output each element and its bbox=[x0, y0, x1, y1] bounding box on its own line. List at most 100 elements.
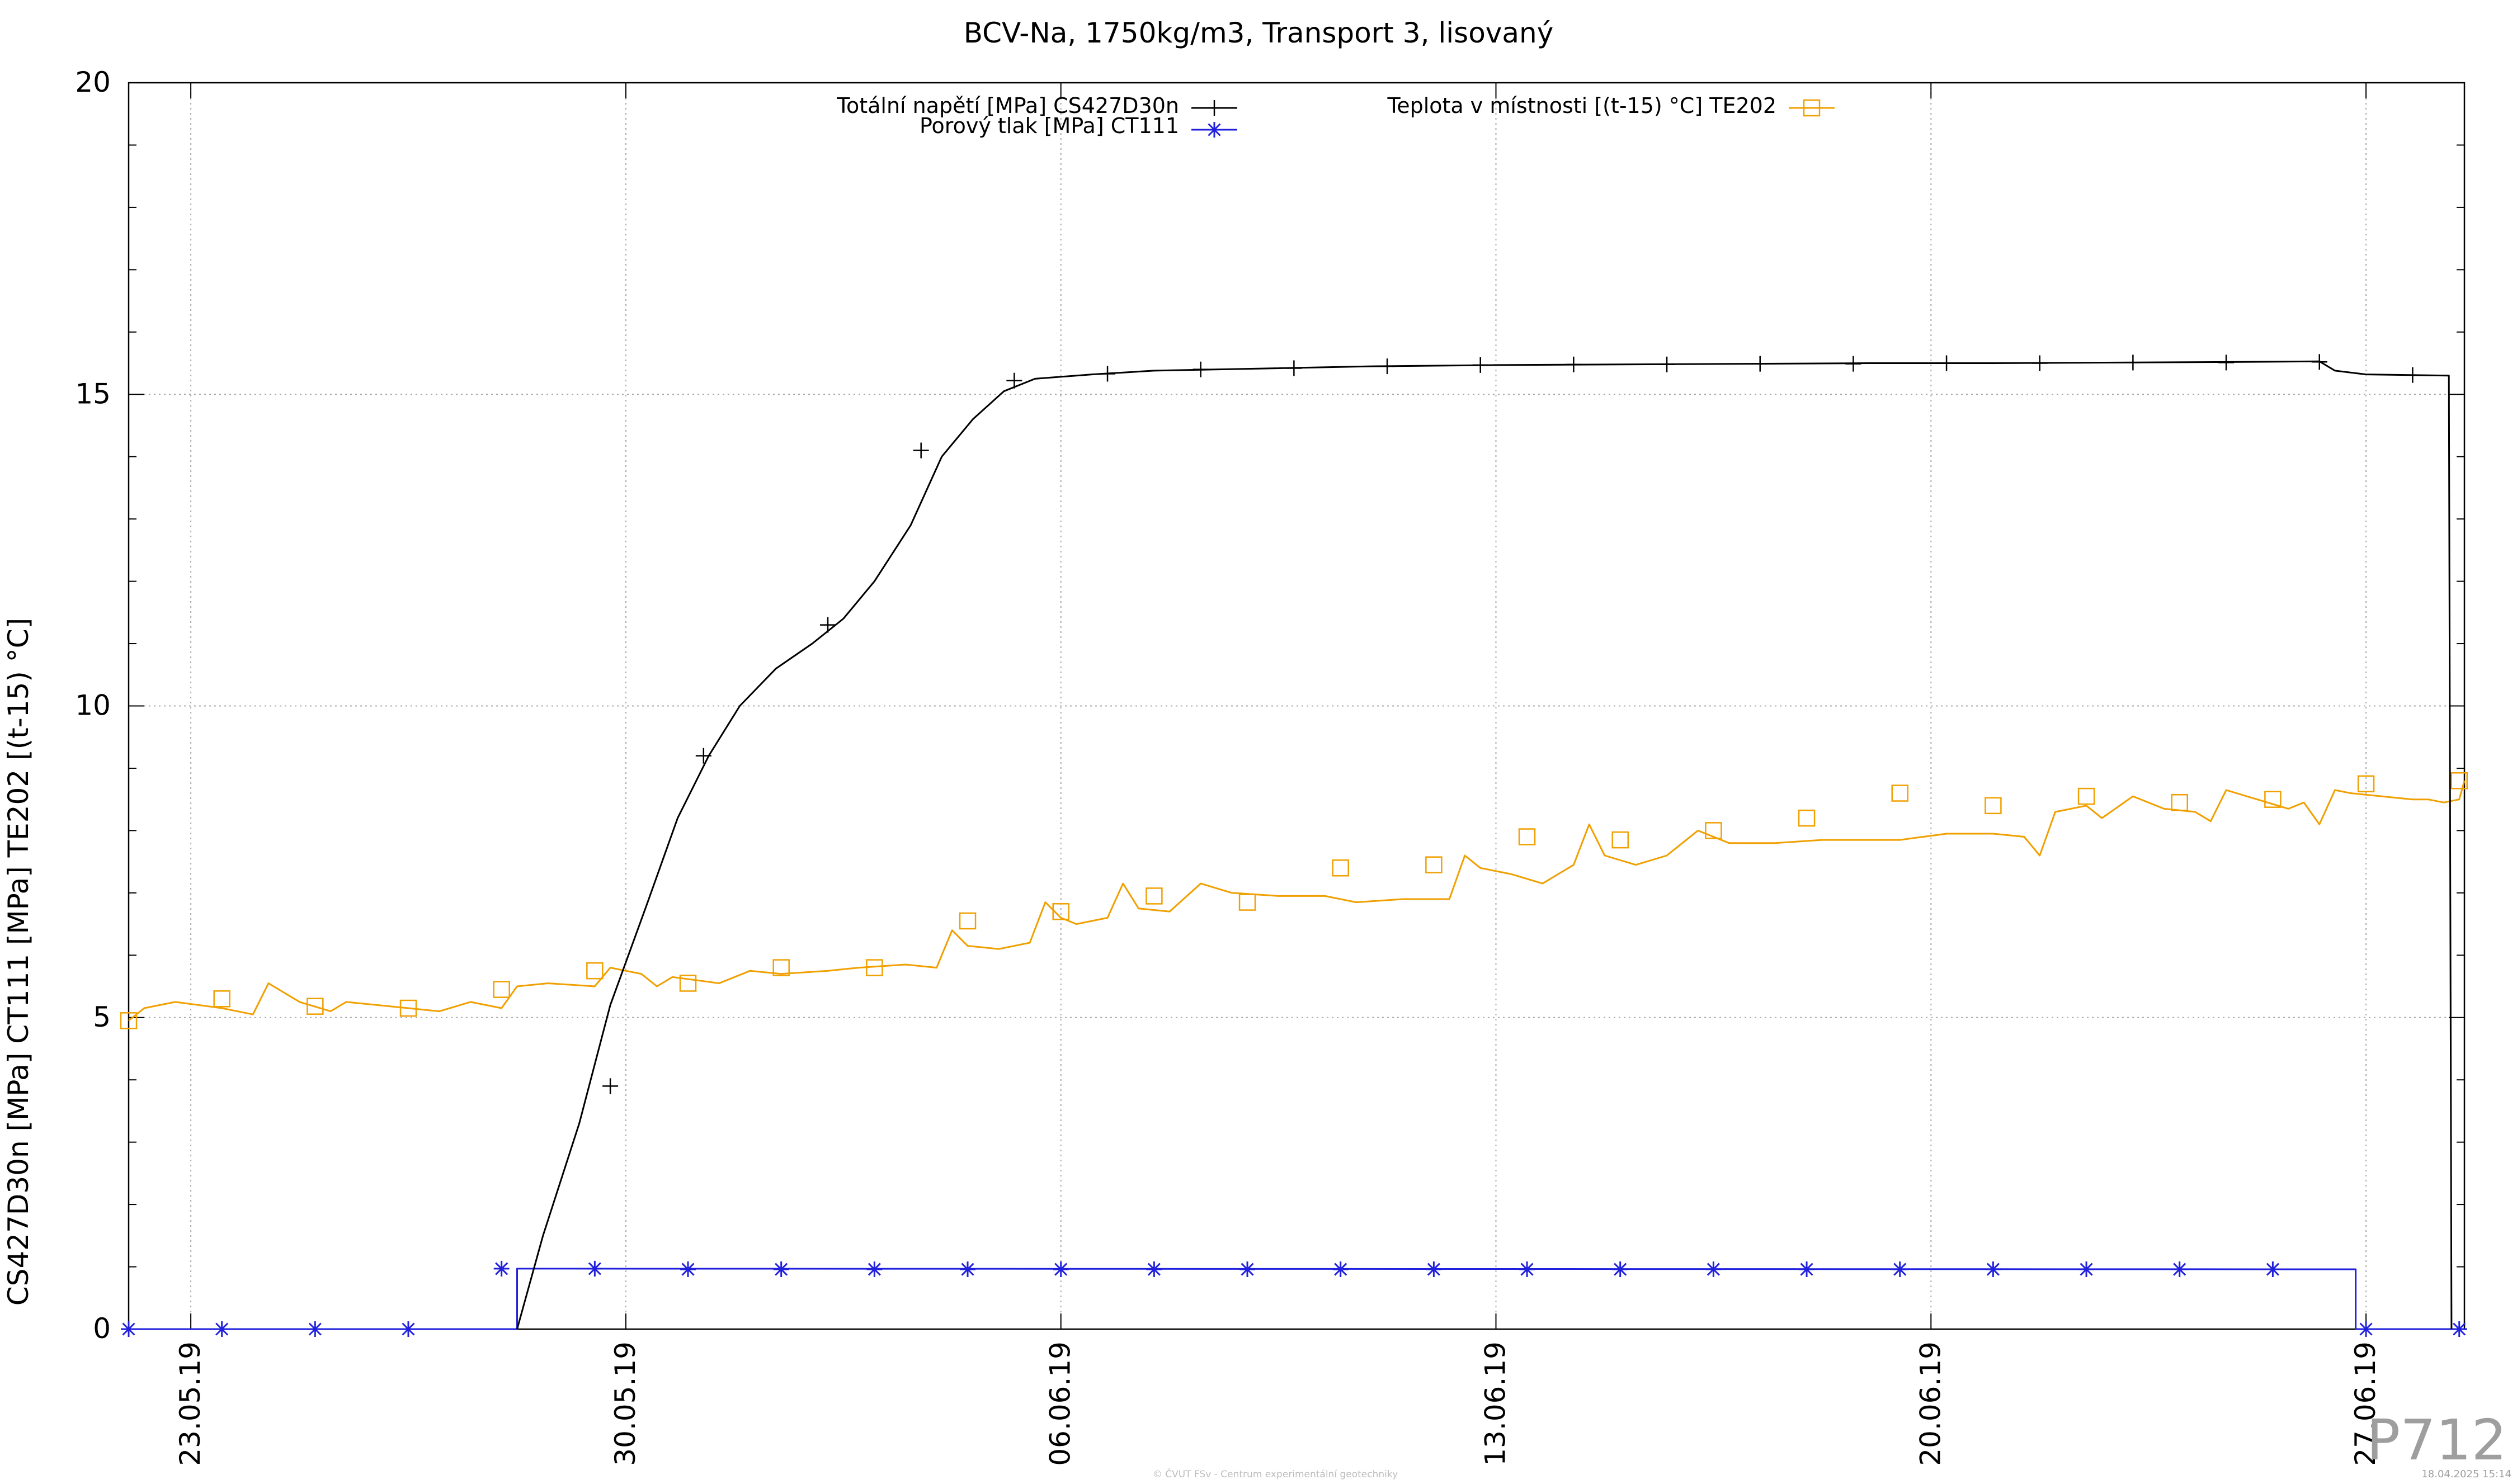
series-marker-2 bbox=[1146, 887, 1163, 905]
series-marker-1 bbox=[1146, 1261, 1162, 1278]
series-marker-2 bbox=[399, 999, 417, 1017]
series-marker-1 bbox=[1612, 1261, 1628, 1278]
series-marker-1 bbox=[960, 1261, 976, 1278]
series-marker-1 bbox=[214, 1321, 230, 1337]
series-marker-0 bbox=[602, 1078, 619, 1094]
series-marker-0 bbox=[913, 442, 929, 459]
series-marker-0 bbox=[1939, 355, 1955, 371]
series-marker-2 bbox=[1052, 903, 1069, 920]
series-marker-0 bbox=[1286, 360, 1302, 376]
series-marker-1 bbox=[1892, 1261, 1908, 1278]
series-marker-1 bbox=[866, 1261, 883, 1278]
series-marker-1 bbox=[121, 1321, 136, 1337]
x-tick-label: 13.06.19 bbox=[1479, 1341, 1511, 1466]
series-marker-1 bbox=[2171, 1261, 2188, 1278]
legend-label-1: Porový tlak [MPa] CT111 bbox=[920, 114, 1179, 138]
footer-right: 18.04.2025 15:14 bbox=[2421, 1468, 2511, 1480]
legend-marker-1 bbox=[1206, 122, 1222, 138]
series-marker-2 bbox=[1611, 831, 1629, 849]
series-layer bbox=[120, 354, 2468, 1337]
series-marker-2 bbox=[2171, 793, 2188, 811]
series-marker-0 bbox=[695, 748, 711, 764]
y-tick-label: 0 bbox=[93, 1312, 111, 1345]
series-marker-2 bbox=[2077, 787, 2095, 805]
series-marker-0 bbox=[1006, 372, 1022, 389]
x-tick-label: 30.05.19 bbox=[609, 1341, 642, 1466]
series-marker-1 bbox=[2358, 1321, 2374, 1337]
y-axis-label: CS427D30n [MPa] CT111 [MPa] TE202 [(t-15… bbox=[2, 618, 35, 1306]
series-marker-2 bbox=[866, 959, 883, 976]
series-marker-2 bbox=[120, 1012, 138, 1029]
legend-marker-0 bbox=[1206, 100, 1222, 116]
series-marker-2 bbox=[959, 912, 977, 930]
series-marker-2 bbox=[1985, 797, 2002, 815]
x-tick-label: 27.06.19 bbox=[2349, 1341, 2382, 1466]
series-marker-1 bbox=[1426, 1261, 1442, 1278]
chart-title: BCV-Na, 1750kg/m3, Transport 3, lisovaný bbox=[964, 17, 1554, 49]
series-marker-0 bbox=[2405, 367, 2421, 383]
series-marker-2 bbox=[1238, 894, 1256, 911]
series-marker-0 bbox=[1192, 361, 1209, 377]
series-marker-2 bbox=[2264, 791, 2282, 808]
series-marker-1 bbox=[1705, 1261, 1722, 1278]
series-marker-1 bbox=[2265, 1261, 2281, 1278]
series-marker-2 bbox=[586, 962, 604, 980]
series-marker-2 bbox=[1425, 856, 1443, 873]
series-marker-2 bbox=[1891, 784, 1908, 802]
series-marker-2 bbox=[1798, 809, 1816, 827]
series-marker-2 bbox=[213, 990, 230, 1008]
legend-label-0: Totální napětí [MPa] CS427D30n bbox=[836, 93, 1179, 118]
series-marker-0 bbox=[2125, 355, 2141, 371]
series-marker-0 bbox=[2031, 355, 2048, 371]
series-marker-0 bbox=[2311, 354, 2327, 370]
series-marker-0 bbox=[1566, 356, 1582, 372]
series-marker-2 bbox=[772, 959, 790, 976]
series-marker-1 bbox=[1332, 1261, 1349, 1278]
x-tick-label: 06.06.19 bbox=[1044, 1341, 1077, 1466]
series-marker-0 bbox=[1659, 356, 1675, 372]
series-marker-2 bbox=[2450, 772, 2468, 790]
series-marker-0 bbox=[1845, 356, 1861, 372]
series-marker-1 bbox=[307, 1321, 323, 1337]
series-marker-1 bbox=[400, 1321, 417, 1337]
series-marker-2 bbox=[2357, 775, 2375, 793]
series-marker-0 bbox=[2218, 355, 2235, 371]
series-marker-1 bbox=[1053, 1261, 1069, 1278]
y-tick-label: 5 bbox=[93, 1001, 111, 1033]
y-tick-label: 20 bbox=[75, 66, 111, 98]
series-marker-0 bbox=[1752, 356, 1768, 372]
series-marker-0 bbox=[820, 617, 836, 633]
series-marker-2 bbox=[307, 998, 324, 1015]
x-tick-label: 23.05.19 bbox=[174, 1341, 206, 1466]
series-line-1 bbox=[129, 1268, 2464, 1330]
series-marker-1 bbox=[493, 1260, 510, 1277]
series-marker-1 bbox=[1239, 1261, 1256, 1278]
series-marker-0 bbox=[1100, 366, 1116, 382]
footer-center: © ČVUT FSv - Centrum experimentální geot… bbox=[1153, 1468, 1398, 1480]
series-marker-2 bbox=[1332, 859, 1349, 877]
grid-layer bbox=[129, 83, 2464, 1329]
series-marker-2 bbox=[1705, 822, 1722, 839]
x-tick-label: 20.06.19 bbox=[1914, 1341, 1946, 1466]
legend-label-2: Teplota v místnosti [(t-15) °C] TE202 bbox=[1387, 93, 1776, 118]
y-tick-label: 10 bbox=[75, 689, 111, 722]
series-marker-1 bbox=[2451, 1321, 2467, 1337]
series-marker-0 bbox=[1379, 358, 1396, 375]
series-marker-2 bbox=[1518, 828, 1536, 845]
series-marker-0 bbox=[1472, 357, 1488, 373]
series-marker-1 bbox=[680, 1261, 696, 1278]
series-marker-1 bbox=[773, 1261, 789, 1278]
series-marker-1 bbox=[1799, 1261, 1815, 1278]
series-marker-1 bbox=[587, 1260, 603, 1277]
watermark-code: P712 bbox=[2367, 1407, 2507, 1473]
series-marker-2 bbox=[493, 981, 510, 998]
series-marker-1 bbox=[2078, 1261, 2095, 1278]
series-line-0 bbox=[516, 360, 2453, 1330]
series-line-2 bbox=[128, 780, 2466, 1022]
series-marker-2 bbox=[679, 975, 697, 992]
axes-layer: 0 5 10 15 20 23.05.19 30.05.19 06.06.19 13.06.19… bbox=[75, 66, 2466, 1466]
series-marker-1 bbox=[1985, 1261, 2001, 1278]
